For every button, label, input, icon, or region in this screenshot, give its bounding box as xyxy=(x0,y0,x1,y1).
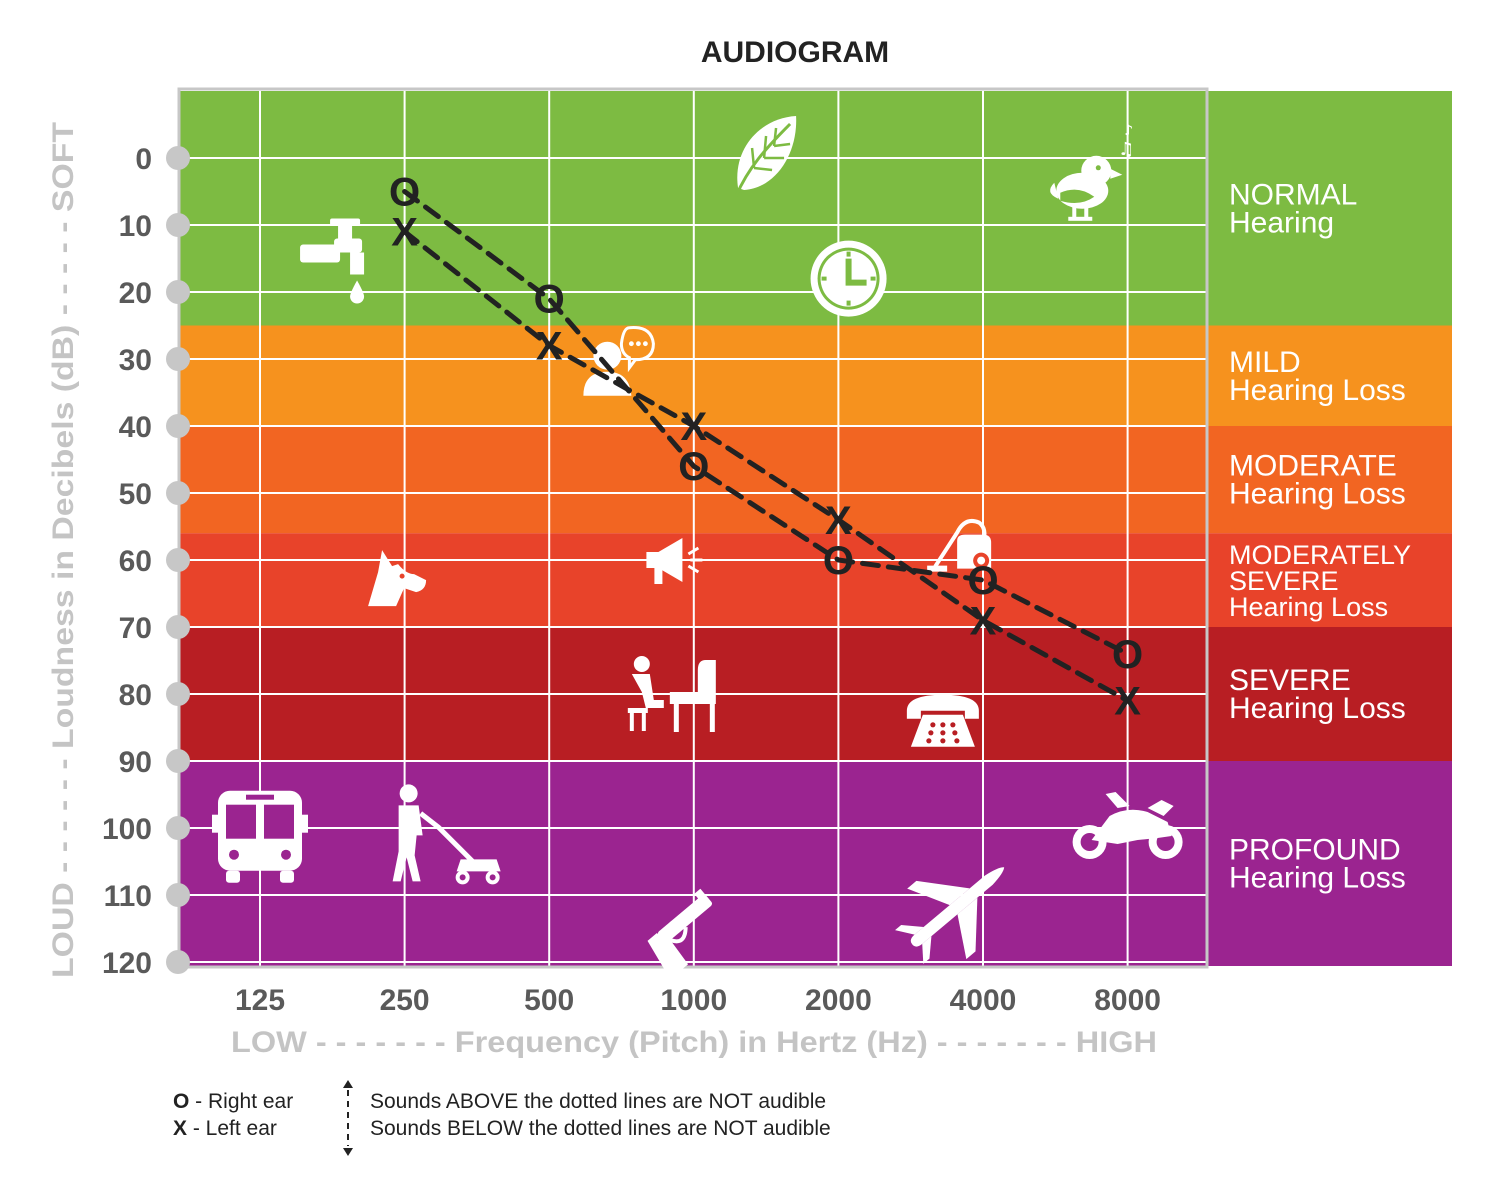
y-tick-knob xyxy=(166,615,190,639)
band-label: MODERATE xyxy=(1229,450,1397,483)
hearing-band xyxy=(180,325,1452,426)
y-tick-label: 80 xyxy=(119,679,152,712)
note-below: Sounds BELOW the dotted lines are NOT au… xyxy=(370,1117,831,1140)
x-tick-label: 2000 xyxy=(805,984,872,1017)
audibility-notes: Sounds ABOVE the dotted lines are NOT au… xyxy=(370,1088,831,1142)
bird-icon: ♫♪ xyxy=(1050,123,1134,221)
y-tick-label: 60 xyxy=(119,545,152,578)
legend-left-ear: X - Left ear xyxy=(173,1117,277,1140)
left-ear-marker: X xyxy=(536,325,563,369)
y-tick-knob xyxy=(166,883,190,907)
note-above: Sounds ABOVE the dotted lines are NOT au… xyxy=(370,1090,827,1113)
right-ear-marker: O xyxy=(534,278,565,322)
y-tick-label: 90 xyxy=(119,746,152,779)
band-label: SEVERE xyxy=(1229,566,1339,596)
y-tick-knob xyxy=(166,548,190,572)
hearing-band xyxy=(180,761,1452,966)
band-label: PROFOUND xyxy=(1229,834,1401,867)
lawnmower-icon xyxy=(392,784,501,885)
y-tick-label: 120 xyxy=(102,947,152,980)
piano-icon xyxy=(627,656,716,732)
legend-right-ear: O - Right ear xyxy=(173,1090,294,1113)
left-ear-line xyxy=(402,229,1131,704)
airplane-icon xyxy=(895,867,1005,964)
band-label: Hearing xyxy=(1229,206,1334,239)
plot-frame xyxy=(177,87,1209,969)
left-ear-marker: X xyxy=(825,499,852,543)
y-tick-label: 10 xyxy=(119,210,152,243)
band-label: Hearing Loss xyxy=(1229,592,1388,622)
dog-icon xyxy=(368,550,427,607)
right-ear-marker: O xyxy=(389,171,420,215)
band-label: SEVERE xyxy=(1229,664,1351,697)
left-ear-marker: X xyxy=(970,599,997,643)
y-tick-knob xyxy=(166,481,190,505)
left-ear-marker: X xyxy=(1114,680,1141,724)
band-label: MILD xyxy=(1229,346,1301,379)
band-label: MODERATELY xyxy=(1229,540,1411,570)
y-tick-knob xyxy=(166,146,190,170)
band-label: Hearing Loss xyxy=(1229,692,1406,725)
x-tick-label: 1000 xyxy=(660,984,727,1017)
band-label: NORMAL xyxy=(1229,178,1357,211)
y-tick-knob xyxy=(166,280,190,304)
y-tick-label: 50 xyxy=(119,478,152,511)
y-tick-label: 0 xyxy=(135,143,152,176)
bus-icon xyxy=(212,790,308,883)
right-ear-marker: O xyxy=(967,559,998,603)
svg-text:♪: ♪ xyxy=(1124,123,1133,139)
band-label: Hearing Loss xyxy=(1229,862,1406,895)
gun-icon xyxy=(647,888,712,976)
y-tick-label: 100 xyxy=(102,813,152,846)
megaphone-icon xyxy=(646,538,703,584)
x-tick-label: 8000 xyxy=(1094,984,1161,1017)
ear-legend: O - Right ear X - Left ear xyxy=(173,1088,293,1142)
y-tick-label: 40 xyxy=(119,411,152,444)
x-tick-label: 250 xyxy=(380,984,430,1017)
y-tick-knob xyxy=(166,414,190,438)
clock-icon xyxy=(810,240,887,317)
left-ear-marker: X xyxy=(680,405,707,449)
y-tick-knob xyxy=(166,347,190,371)
y-tick-label: 30 xyxy=(119,344,152,377)
x-tick-label: 500 xyxy=(524,984,574,1017)
right-ear-marker: O xyxy=(1112,633,1143,677)
faucet-icon xyxy=(300,218,365,304)
x-tick-label: 125 xyxy=(235,984,285,1017)
y-tick-label: 20 xyxy=(119,277,152,310)
band-label: Hearing Loss xyxy=(1229,478,1406,511)
left-ear-marker: X xyxy=(391,211,418,255)
up-down-arrow-icon xyxy=(343,1080,353,1156)
motorcycle-icon xyxy=(1072,792,1183,859)
y-tick-knob xyxy=(166,749,190,773)
x-tick-label: 4000 xyxy=(950,984,1017,1017)
hearing-band xyxy=(180,426,1452,534)
y-tick-knob xyxy=(166,816,190,840)
band-label: Hearing Loss xyxy=(1229,374,1406,407)
right-ear-marker: O xyxy=(678,445,709,489)
y-tick-knob xyxy=(166,950,190,974)
right-ear-marker: O xyxy=(823,539,854,583)
chart-title: AUDIOGRAM xyxy=(701,36,889,69)
vacuum-icon xyxy=(927,518,992,572)
y-tick-label: 110 xyxy=(104,880,152,913)
telephone-icon xyxy=(906,694,979,747)
svg-text:♫: ♫ xyxy=(1118,139,1134,160)
y-tick-label: 70 xyxy=(119,612,152,645)
y-axis-label: LOUD - - - - - - Loudness in Decibels (d… xyxy=(47,122,80,978)
y-tick-knob xyxy=(166,213,190,237)
audiogram-chart: 0 10 20 30 40 50 60 70 80 90 100 110 120 125 250 500 100… xyxy=(47,36,1452,1059)
x-axis-label: LOW - - - - - - - Frequency (Pitch) in H… xyxy=(231,1026,1157,1059)
y-tick-knob xyxy=(166,682,190,706)
leaf-icon xyxy=(734,116,797,197)
